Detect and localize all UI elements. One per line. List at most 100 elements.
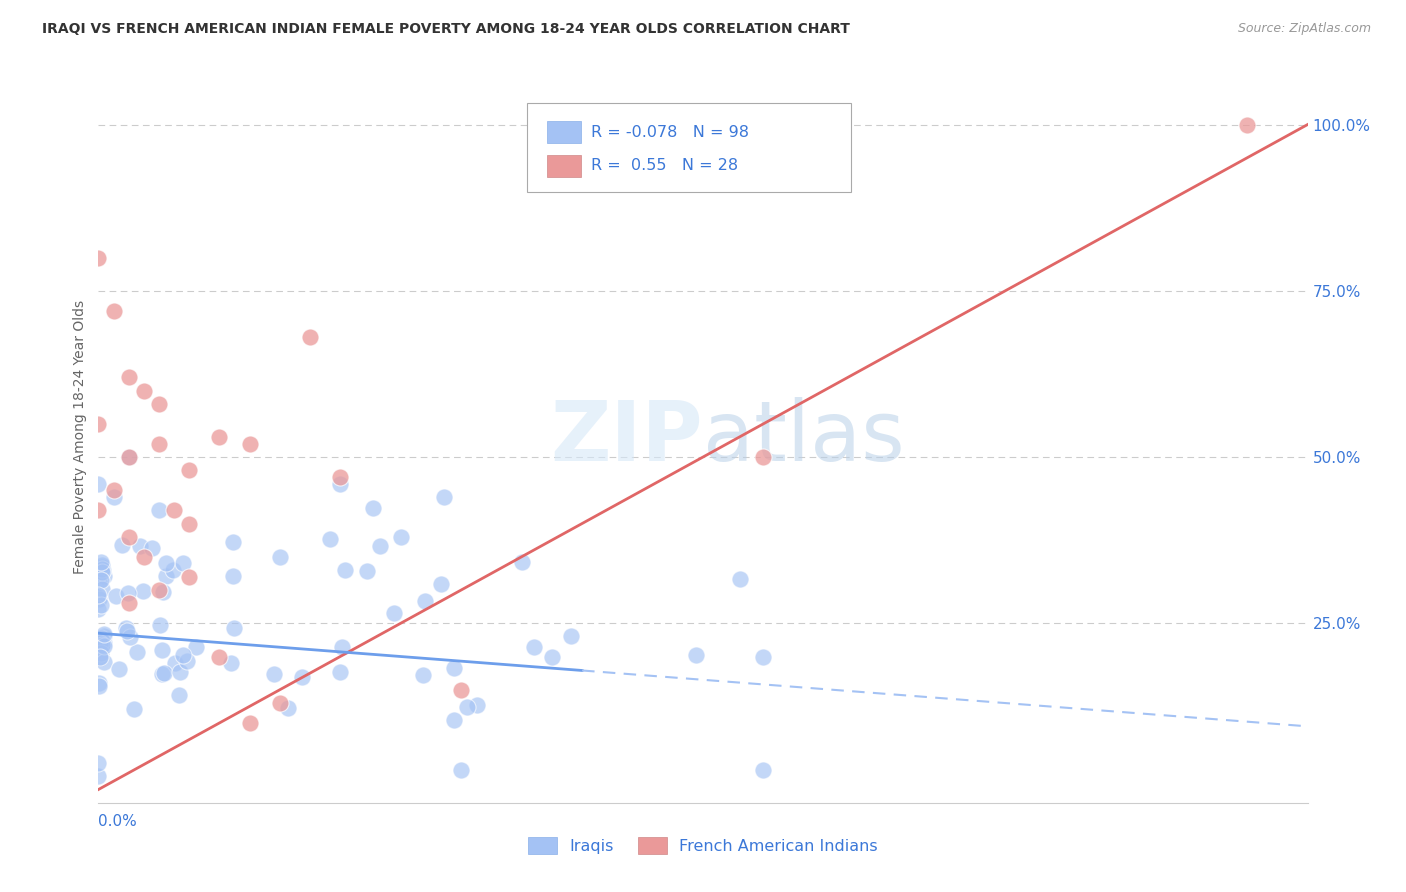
Point (91, 562, 114, 576)
Point (382, 606, 405, 620)
Point (208, 649, 231, 664)
Point (141, 541, 163, 556)
Point (87, 592, 110, 607)
Point (433, 490, 456, 504)
Point (443, 713, 465, 727)
Point (148, 397, 170, 411)
Point (222, 568, 245, 582)
Point (269, 696, 291, 710)
Text: atlas: atlas (703, 397, 904, 477)
Point (103, 303, 125, 318)
Point (333, 563, 356, 577)
Point (118, 530, 141, 544)
Point (155, 569, 177, 583)
Point (87, 574, 110, 589)
Text: Source: ZipAtlas.com: Source: ZipAtlas.com (1237, 22, 1371, 36)
Point (510, 555, 533, 569)
Point (222, 621, 245, 635)
Point (87, 503, 110, 517)
Point (222, 535, 245, 549)
Point (172, 648, 194, 663)
Point (152, 666, 174, 681)
Point (169, 665, 191, 679)
Point (263, 667, 285, 681)
Point (540, 649, 562, 664)
Point (93, 629, 115, 643)
Point (90, 646, 112, 660)
Text: IRAQI VS FRENCH AMERICAN INDIAN FEMALE POVERTY AMONG 18-24 YEAR OLDS CORRELATION: IRAQI VS FRENCH AMERICAN INDIAN FEMALE P… (42, 22, 851, 37)
Point (87, 476, 110, 491)
Text: R = -0.078   N = 98: R = -0.078 N = 98 (591, 125, 748, 139)
Point (105, 589, 128, 603)
Point (132, 549, 155, 564)
Point (239, 436, 262, 450)
Point (752, 450, 775, 464)
Point (155, 556, 177, 570)
Point (125, 645, 148, 659)
Point (728, 572, 751, 586)
Point (90, 582, 112, 597)
Point (124, 701, 146, 715)
Point (752, 763, 775, 777)
Point (319, 532, 342, 546)
Point (87, 251, 110, 265)
Point (132, 583, 155, 598)
Point (90, 555, 112, 569)
Point (363, 501, 385, 516)
Point (93, 568, 115, 582)
Point (291, 670, 314, 684)
Point (152, 584, 174, 599)
Point (162, 563, 184, 577)
Point (118, 630, 141, 644)
Point (412, 668, 434, 682)
Point (128, 540, 150, 554)
Point (93, 626, 115, 640)
Point (413, 594, 436, 608)
Point (150, 667, 173, 681)
Point (389, 530, 412, 544)
Point (465, 698, 488, 712)
Point (239, 716, 262, 731)
Point (329, 476, 352, 491)
Point (148, 436, 170, 450)
Point (148, 582, 170, 597)
Point (115, 624, 138, 638)
Point (443, 661, 465, 675)
Point (179, 570, 201, 584)
Point (179, 463, 201, 477)
Point (118, 450, 141, 464)
Point (208, 430, 231, 444)
Point (87, 417, 110, 431)
Point (184, 640, 207, 655)
Point (89, 638, 111, 652)
Point (685, 648, 707, 662)
Legend: Iraqis, French American Indians: Iraqis, French American Indians (522, 830, 884, 861)
Point (93, 656, 115, 670)
Point (87, 602, 110, 616)
Point (118, 370, 141, 384)
Point (91, 638, 114, 652)
Point (117, 586, 139, 600)
Point (89, 676, 111, 690)
Point (93, 636, 115, 650)
Point (523, 640, 546, 654)
Point (368, 539, 391, 553)
Point (93, 633, 115, 648)
Point (456, 700, 478, 714)
Point (90, 574, 112, 588)
Point (167, 688, 190, 702)
Y-axis label: Female Poverty Among 18-24 Year Olds: Female Poverty Among 18-24 Year Olds (73, 300, 87, 574)
Text: R =  0.55   N = 28: R = 0.55 N = 28 (591, 159, 738, 173)
Point (163, 503, 186, 517)
Point (115, 621, 138, 635)
Point (172, 557, 194, 571)
Point (110, 538, 132, 552)
Point (176, 654, 198, 668)
Point (89, 650, 111, 665)
Point (90, 599, 112, 613)
Point (87, 769, 110, 783)
Point (93, 640, 115, 654)
Point (90, 566, 112, 580)
Point (1236, 118, 1258, 132)
Point (148, 503, 170, 517)
